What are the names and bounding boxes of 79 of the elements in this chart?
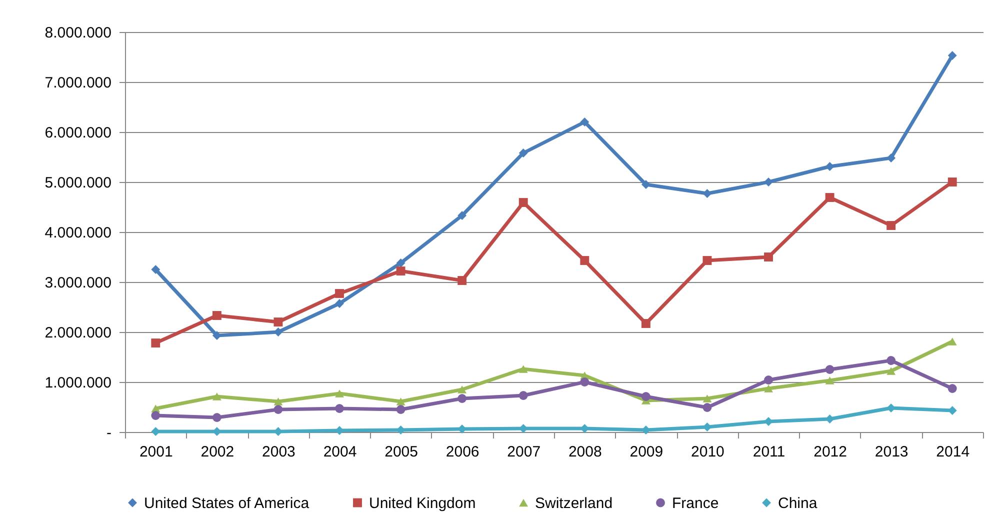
point <box>151 265 160 274</box>
point <box>458 211 467 220</box>
point <box>886 356 896 365</box>
point <box>396 405 406 414</box>
x-tick-label: 2008 <box>568 444 602 460</box>
point <box>151 338 160 348</box>
x-tick-label: 2004 <box>323 444 357 460</box>
y-tick-label: - <box>106 424 112 442</box>
point <box>886 154 896 162</box>
legend-label: France <box>672 494 719 512</box>
point <box>335 390 344 398</box>
point <box>825 365 834 374</box>
point <box>518 198 528 207</box>
y-tick-label: 3.000.000 <box>44 274 112 292</box>
point <box>702 394 712 402</box>
x-tick-label: 2013 <box>874 444 908 460</box>
point <box>886 367 896 375</box>
point <box>702 189 712 198</box>
point <box>580 378 590 386</box>
x-tick-label: 2009 <box>630 444 664 460</box>
x-tick-label: 2006 <box>446 444 480 460</box>
x-tick-label: 2014 <box>936 444 970 460</box>
point <box>702 403 712 412</box>
y-tick-label: 8.000.000 <box>44 24 112 42</box>
x-tick-label: 2002 <box>200 444 234 460</box>
point <box>518 391 528 400</box>
point <box>580 256 590 265</box>
point <box>825 193 834 202</box>
point <box>764 178 773 186</box>
point <box>274 398 283 406</box>
point <box>212 311 222 320</box>
point <box>580 118 590 126</box>
point <box>641 392 650 401</box>
point <box>151 411 160 420</box>
point <box>886 221 896 230</box>
x-tick-label: 2011 <box>752 444 786 460</box>
point <box>458 394 467 403</box>
point <box>641 180 650 189</box>
point <box>764 376 773 384</box>
legend-label: China <box>778 494 818 512</box>
point <box>825 376 834 384</box>
point <box>274 318 283 326</box>
point <box>764 384 773 392</box>
x-tick-label: 2003 <box>262 444 296 460</box>
point <box>948 384 957 393</box>
legend-label: United Kingdom <box>369 494 476 512</box>
point <box>948 178 957 186</box>
y-tick-label: 5.000.000 <box>44 174 112 192</box>
y-tick-label: 1.000.000 <box>44 374 112 392</box>
point <box>825 162 834 171</box>
point <box>274 405 283 414</box>
x-tick-label: 2012 <box>814 444 847 460</box>
point <box>641 319 650 328</box>
x-tick-label: 2007 <box>507 444 541 460</box>
point <box>948 51 957 60</box>
point <box>335 404 344 413</box>
point <box>335 299 344 308</box>
point <box>396 258 406 268</box>
point <box>212 413 222 422</box>
x-tick-label: 2001 <box>139 444 173 460</box>
y-tick-label: 6.000.000 <box>44 124 112 142</box>
point <box>396 266 406 276</box>
point <box>212 392 222 400</box>
y-tick-label: 2.000.000 <box>44 324 112 342</box>
point <box>458 386 467 394</box>
y-tick-label: 7.000.000 <box>44 74 112 92</box>
legend-label: United States of America <box>144 494 310 512</box>
point <box>518 148 528 158</box>
point <box>948 338 957 346</box>
point <box>518 365 528 373</box>
x-tick-label: 2010 <box>691 444 724 460</box>
x-tick-label: 2005 <box>384 444 418 460</box>
point <box>764 252 773 262</box>
y-tick-label: 4.000.000 <box>44 224 112 242</box>
point <box>702 256 712 265</box>
legend-label: Switzerland <box>535 494 613 512</box>
point <box>335 289 344 298</box>
point <box>458 276 467 285</box>
point <box>396 398 406 406</box>
